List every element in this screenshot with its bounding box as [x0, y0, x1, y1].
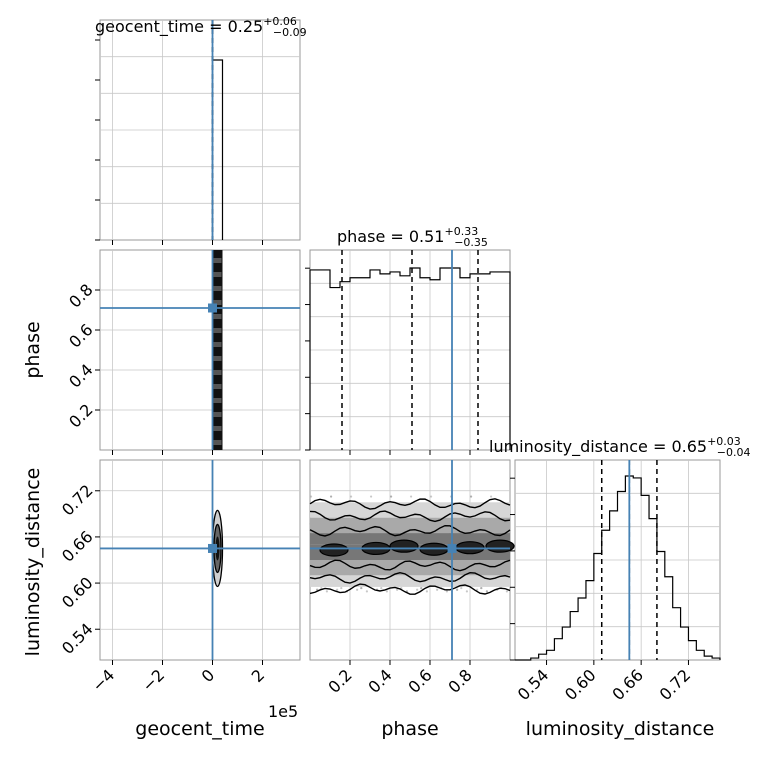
scatter-point	[369, 495, 373, 498]
density-cell	[213, 370, 222, 375]
scatter-point	[445, 590, 448, 593]
scatter-point	[325, 590, 328, 593]
hist-luminosity-distance	[515, 475, 721, 661]
scatter-point	[389, 495, 393, 498]
x-tick-label: −2	[138, 665, 168, 695]
scatter-point	[329, 495, 333, 498]
contour-line	[309, 498, 511, 510]
x-tick-label: 0.4	[364, 665, 395, 696]
contour-line	[309, 559, 511, 572]
x-tick-label: 0.66	[608, 665, 647, 704]
scatter-point	[309, 495, 313, 498]
scatter-point	[469, 495, 473, 498]
scatter-point	[396, 588, 399, 591]
truth-marker	[208, 303, 217, 313]
scatter-point	[360, 586, 363, 590]
density-cell	[213, 440, 222, 445]
x-tick-label: 0.8	[444, 665, 475, 696]
contour-line	[309, 583, 511, 595]
y-tick-label: 0.66	[58, 527, 97, 566]
hist-phase	[309, 267, 511, 450]
scatter-point	[380, 586, 383, 590]
y-tick-label: 0.60	[58, 573, 97, 612]
x-tick-label: 0.2	[324, 665, 355, 696]
density-strip	[212, 250, 223, 450]
scatter-point	[416, 588, 419, 591]
scatter-point	[320, 586, 323, 590]
scatter-point	[485, 590, 488, 593]
scatter-point	[340, 586, 343, 590]
scatter-point	[336, 588, 339, 591]
y-tick-label: 0.4	[65, 360, 96, 391]
density-cell	[213, 272, 222, 277]
density-cell	[213, 300, 222, 305]
density-cell	[213, 342, 222, 347]
panel-phase-vs-geocent-time	[99, 249, 301, 451]
y-tick-label: 0.6	[65, 320, 96, 351]
scatter-point	[425, 590, 428, 593]
y-tick-label: 0.2	[65, 400, 96, 431]
xlabel-geocent-time: geocent_time	[135, 718, 264, 740]
ylabel-luminosity-distance: luminosity_distance	[22, 468, 44, 657]
x-tick-label: −4	[88, 665, 118, 695]
truth-marker	[447, 543, 457, 553]
density-cell	[213, 426, 222, 431]
x-tick-label: 2	[248, 665, 269, 686]
scatter-point	[489, 495, 493, 498]
scatter-point	[409, 495, 413, 498]
density-band	[310, 560, 510, 576]
density-band	[310, 517, 510, 534]
density-core	[485, 539, 515, 553]
offset-text-geocent-time: 1e5	[268, 702, 298, 721]
density-core	[319, 543, 349, 557]
contour-line	[309, 524, 511, 537]
scatter-point	[429, 495, 433, 498]
density-band	[310, 575, 510, 587]
scatter-point	[385, 590, 388, 593]
title-luminosity-distance: luminosity_distance = 0.65+0.03 −0.04	[489, 435, 751, 459]
x-tick-label: 0.6	[404, 665, 435, 696]
density-cell	[213, 356, 222, 361]
title-phase: phase = 0.51+0.33 −0.35	[337, 225, 488, 249]
contour-line	[309, 510, 511, 523]
scatter-point	[456, 588, 459, 591]
x-tick-label: 0	[198, 665, 219, 686]
density-cell	[213, 328, 222, 333]
density-cell	[213, 398, 222, 403]
density-cell	[213, 412, 222, 417]
x-tick-label: 0.72	[656, 665, 695, 704]
density-cell	[213, 314, 222, 319]
scatter-point	[356, 588, 359, 591]
density-cell	[213, 286, 222, 291]
scatter-point	[460, 586, 463, 590]
density-band	[310, 533, 510, 545]
x-tick-label: 0.54	[514, 665, 553, 704]
y-tick-label: 0.72	[58, 481, 97, 520]
scatter-point	[505, 590, 508, 593]
y-tick-label: 0.54	[58, 619, 97, 658]
xlabel-luminosity-distance: luminosity_distance	[526, 718, 715, 740]
title-geocent-time: geocent_time = 0.25+0.06 −0.09	[95, 15, 307, 39]
density-core	[389, 539, 419, 553]
x-tick-label: 0.60	[561, 665, 600, 704]
scatter-point	[480, 586, 483, 590]
xlabel-phase: phase	[381, 718, 438, 740]
truth-marker	[208, 543, 217, 553]
contour-line	[309, 571, 511, 584]
panel-luminosity-distance-vs-geocent-time	[99, 459, 301, 661]
scatter-point	[420, 586, 423, 590]
density-cell	[213, 384, 222, 389]
y-tick-label: 0.8	[65, 280, 96, 311]
ylabel-phase: phase	[22, 321, 44, 378]
density-cell	[213, 258, 222, 263]
scatter-point	[465, 590, 468, 593]
scatter-point	[365, 590, 368, 593]
scatter-point	[349, 495, 353, 498]
scatter-point	[436, 588, 439, 591]
